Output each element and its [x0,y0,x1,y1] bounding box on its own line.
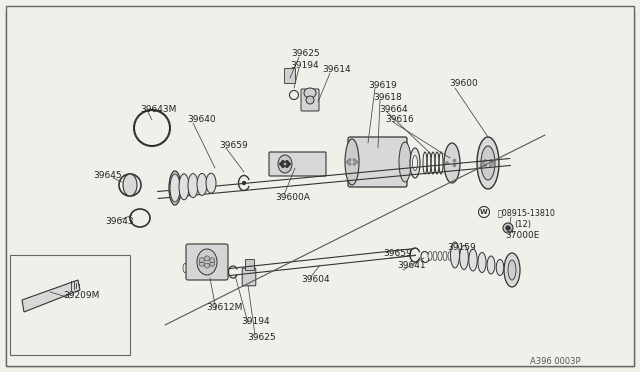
Circle shape [481,162,483,164]
Circle shape [484,164,486,166]
Text: 37000E: 37000E [505,231,540,240]
Circle shape [355,161,358,163]
Circle shape [286,165,288,167]
Circle shape [286,161,288,163]
Text: 39612M: 39612M [206,304,243,312]
Text: 39614: 39614 [322,65,351,74]
Circle shape [506,226,510,230]
FancyBboxPatch shape [301,89,319,111]
Ellipse shape [487,256,495,274]
Ellipse shape [188,174,198,198]
FancyBboxPatch shape [246,260,255,270]
FancyBboxPatch shape [242,268,256,286]
Ellipse shape [278,155,292,173]
Ellipse shape [468,249,477,271]
Text: 39625: 39625 [247,333,276,341]
Text: 39194: 39194 [241,317,269,326]
Text: 39645: 39645 [93,170,122,180]
Text: 39194: 39194 [290,61,319,70]
Circle shape [199,258,204,263]
FancyBboxPatch shape [6,12,634,366]
Circle shape [288,163,290,165]
FancyBboxPatch shape [285,68,296,83]
Text: 39600: 39600 [449,80,477,89]
Polygon shape [22,280,80,312]
Ellipse shape [304,88,316,98]
Text: 39643: 39643 [105,218,134,227]
Ellipse shape [496,260,504,276]
Circle shape [346,161,349,163]
Circle shape [205,256,209,261]
Ellipse shape [508,260,516,280]
Ellipse shape [413,155,417,170]
Circle shape [353,163,355,165]
Circle shape [353,159,355,161]
Ellipse shape [460,246,468,269]
Ellipse shape [169,171,181,205]
Text: 39209M: 39209M [63,291,99,299]
Text: 39640: 39640 [187,115,216,125]
Ellipse shape [444,143,460,183]
Text: 39616: 39616 [385,115,413,125]
Circle shape [490,160,492,162]
Text: W: W [480,209,488,215]
Bar [10,255,130,355]
Ellipse shape [170,174,180,202]
Ellipse shape [451,242,460,268]
Ellipse shape [197,249,217,275]
Circle shape [484,160,486,162]
Ellipse shape [399,142,411,182]
Circle shape [349,163,351,165]
Text: 39625: 39625 [291,48,319,58]
Text: 39604: 39604 [301,276,330,285]
Circle shape [446,162,448,164]
Text: 39664: 39664 [379,105,408,113]
Circle shape [453,164,456,167]
Ellipse shape [477,137,499,189]
Circle shape [349,159,351,161]
Circle shape [490,164,492,166]
Circle shape [503,223,513,233]
Ellipse shape [206,173,216,193]
Text: 39159: 39159 [447,244,476,253]
Circle shape [282,165,284,167]
Text: 39618: 39618 [373,93,402,102]
Ellipse shape [345,139,359,185]
Circle shape [243,182,246,185]
Circle shape [493,162,495,164]
Ellipse shape [478,253,486,273]
Text: 39659: 39659 [219,141,248,150]
FancyBboxPatch shape [348,137,407,187]
Ellipse shape [123,174,137,196]
Circle shape [210,261,214,266]
Text: 39600A: 39600A [275,192,310,202]
Text: A396 0003P: A396 0003P [530,357,580,366]
Circle shape [205,263,209,268]
Ellipse shape [197,173,207,195]
Text: 39659: 39659 [383,250,412,259]
Ellipse shape [306,96,314,104]
Text: 39641: 39641 [397,262,426,270]
Text: 39643M: 39643M [140,105,177,113]
Circle shape [282,161,284,163]
Circle shape [453,160,456,162]
Circle shape [280,163,282,165]
FancyBboxPatch shape [186,244,228,280]
Circle shape [210,258,214,263]
Text: (12): (12) [514,219,531,228]
Ellipse shape [481,146,495,180]
Ellipse shape [179,174,189,200]
Ellipse shape [410,148,420,178]
Circle shape [199,261,204,266]
Text: 39619: 39619 [368,80,397,90]
Ellipse shape [504,253,520,287]
Text: Ⓦ08915-13810: Ⓦ08915-13810 [498,208,556,218]
FancyBboxPatch shape [269,152,326,176]
